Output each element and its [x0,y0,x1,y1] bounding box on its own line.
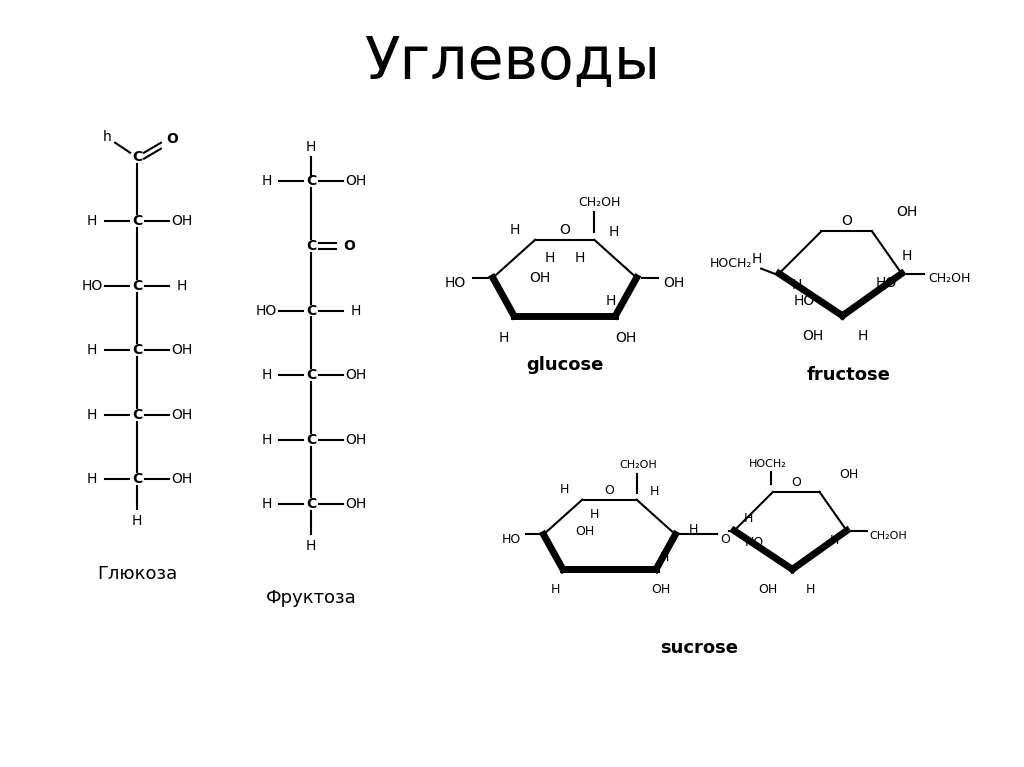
Text: OH: OH [758,583,777,596]
Text: OH: OH [614,331,636,344]
Text: H: H [261,497,271,511]
Text: OH: OH [840,468,859,481]
Text: HOCH₂: HOCH₂ [750,459,786,469]
Text: HOCH₂: HOCH₂ [710,257,753,270]
Text: C: C [132,408,142,422]
Text: C: C [306,497,316,511]
Text: CH₂OH: CH₂OH [928,272,971,285]
Text: HO: HO [794,295,814,308]
Text: Глюкоза: Глюкоза [97,565,177,583]
Text: sucrose: sucrose [660,639,738,657]
Text: H: H [806,583,815,596]
Text: H: H [743,512,753,525]
Text: C: C [132,214,142,229]
Text: H: H [261,174,271,189]
Text: OH: OH [575,525,595,538]
Text: C: C [306,304,316,318]
Text: HO: HO [444,275,466,290]
Text: OH: OH [345,433,367,446]
Text: H: H [574,251,585,265]
Text: H: H [650,486,659,499]
Text: H: H [901,249,911,262]
Text: H: H [857,328,867,343]
Text: OH: OH [529,271,551,285]
Text: H: H [176,278,187,293]
Text: H: H [499,331,509,344]
Text: glucose: glucose [526,356,603,374]
Text: HO: HO [82,278,103,293]
Text: H: H [545,251,555,265]
Text: CH₂OH: CH₂OH [869,531,907,541]
Text: H: H [752,252,762,265]
Text: OH: OH [171,344,193,357]
Text: OH: OH [345,174,367,189]
Text: OH: OH [896,205,918,219]
Text: OH: OH [802,328,823,343]
Text: O: O [604,484,614,497]
Text: HO: HO [256,304,276,318]
Text: O: O [792,476,801,489]
Text: O: O [559,223,570,237]
Text: OH: OH [171,472,193,486]
Text: h: h [102,130,112,143]
Text: O: O [166,132,178,146]
Text: H: H [87,408,97,422]
Text: C: C [306,433,316,446]
Text: H: H [609,225,620,239]
Text: H: H [306,140,316,153]
Text: H: H [510,223,520,237]
Text: H: H [261,368,271,382]
Text: C: C [132,344,142,357]
Text: OH: OH [171,214,193,229]
Text: H: H [605,294,615,308]
Text: H: H [550,583,560,596]
Text: C: C [306,368,316,382]
Text: H: H [87,344,97,357]
Text: H: H [87,472,97,486]
Text: H: H [306,538,316,553]
Text: fructose: fructose [806,366,890,384]
Text: H: H [350,304,361,318]
Text: H: H [590,508,599,521]
Text: O: O [842,215,852,229]
Text: HO: HO [877,276,897,291]
Text: H: H [830,534,840,547]
Text: C: C [132,150,142,163]
Text: CH₂OH: CH₂OH [620,460,657,470]
Text: O: O [720,533,730,546]
Text: C: C [306,174,316,189]
Text: H: H [132,514,142,528]
Text: H: H [688,523,698,536]
Text: CH₂OH: CH₂OH [579,196,621,209]
Text: H: H [261,433,271,446]
Text: OH: OH [664,275,685,290]
Text: H: H [87,214,97,229]
Text: Фруктоза: Фруктоза [265,589,356,607]
Text: Углеводы: Углеводы [364,34,660,91]
Text: OH: OH [651,583,671,596]
Text: O: O [343,239,355,253]
Text: OH: OH [345,497,367,511]
Text: C: C [306,239,316,253]
Text: OH: OH [345,368,367,382]
Text: OH: OH [171,408,193,422]
Text: H: H [792,278,802,292]
Text: H: H [560,483,569,496]
Text: HO: HO [744,536,764,549]
Text: HO: HO [502,533,521,546]
Text: C: C [132,472,142,486]
Text: H: H [659,551,669,564]
Text: C: C [132,278,142,293]
